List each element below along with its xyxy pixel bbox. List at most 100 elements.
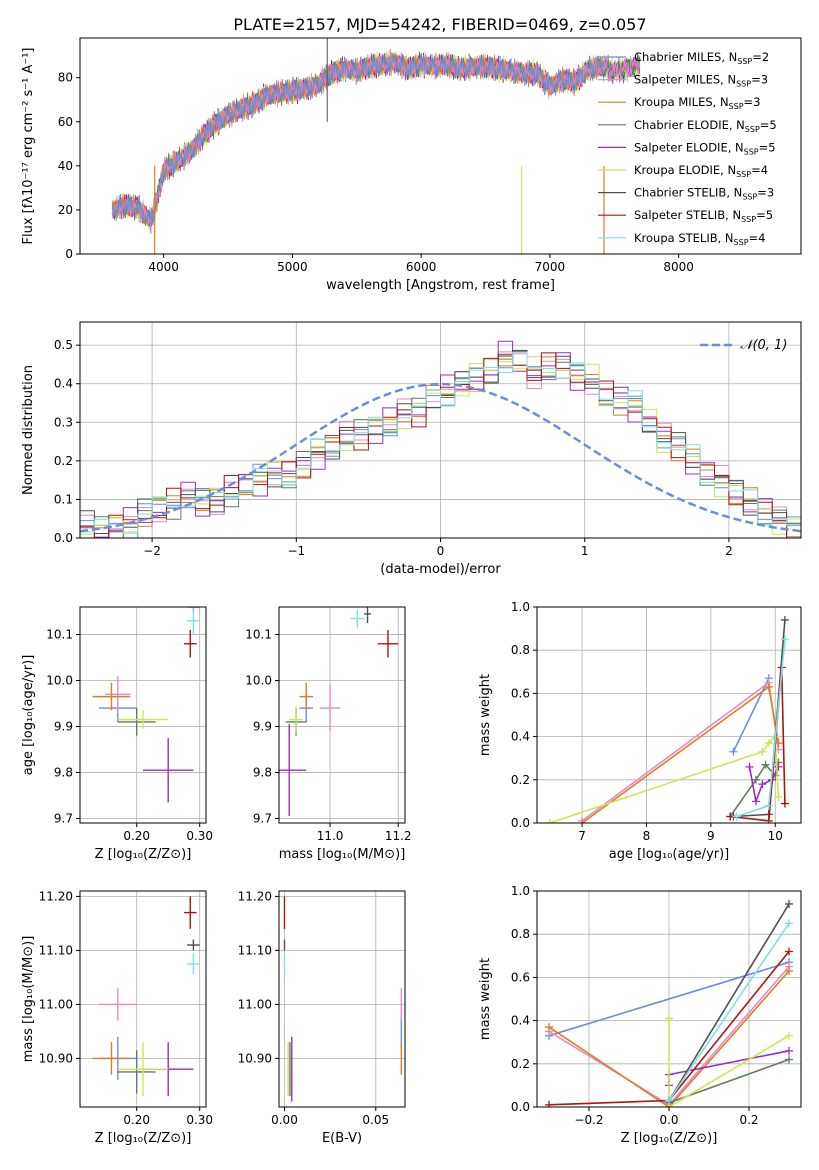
y-tick-label: 0.2 <box>511 773 530 787</box>
axes-frame <box>278 606 406 824</box>
x-tick-label: 11.0 <box>317 829 344 843</box>
legend-entry: Kroupa ELODIE, NSSP=4 <box>634 163 768 179</box>
x-tick-label: −1 <box>287 544 305 558</box>
y-tick-label: 11.20 <box>238 889 272 903</box>
x-tick-label: 0.30 <box>186 829 213 843</box>
x-tick-label: 1 <box>581 544 589 558</box>
axes-frame <box>536 890 802 1108</box>
y-tick-label: 0.3 <box>54 415 73 429</box>
y-tick-label: 80 <box>58 71 73 85</box>
weight-point-marker <box>665 1014 673 1023</box>
y-tick-label: 11.10 <box>238 943 272 957</box>
weight-point-marker <box>785 1055 793 1064</box>
errorbar-salpeter-miles <box>319 685 341 732</box>
spectrum-plot-area <box>111 38 641 254</box>
weight-point-marker <box>545 819 554 823</box>
y-tick-label: 10.90 <box>238 1051 272 1065</box>
y-tick-label: 0.8 <box>511 643 530 657</box>
normal-curve <box>80 382 801 533</box>
y-tick-label: 0.0 <box>54 531 73 545</box>
x-tick-label: 8000 <box>663 260 694 274</box>
weight-point-marker <box>780 799 789 808</box>
x-tick-label: 7 <box>578 829 586 843</box>
x-tick-label: 0.20 <box>123 1113 150 1127</box>
legend-entry: Salpeter MILES, NSSP=3 <box>634 73 768 89</box>
y-tick-label: 9.9 <box>253 719 272 733</box>
y-tick-label: 11.20 <box>39 889 73 903</box>
axes-frame <box>278 890 406 1108</box>
x-axis-label: Z [log₁₀(Z/Z⊙)] <box>95 847 192 862</box>
weight-line-chabrier-stelib <box>668 903 790 1101</box>
x-tick-label: 4000 <box>148 260 179 274</box>
errorbar-salpeter-miles <box>105 675 131 713</box>
weight-line-chabrier-miles <box>732 677 770 753</box>
y-tick-label: 0.0 <box>511 816 530 830</box>
errorbar-chabrier-stelib <box>187 939 200 951</box>
errorbar-salpeter-stelib <box>183 629 197 658</box>
x-tick-label: 0.2 <box>739 1113 758 1127</box>
y-tick-label: 0.4 <box>54 377 73 391</box>
weight-line-kroupa-elodie <box>668 1018 790 1107</box>
x-tick-label: 0 <box>437 544 445 558</box>
weight-point-marker <box>785 947 793 956</box>
weight-line-kroupa-stelib <box>668 922 790 1101</box>
mass_vs_Z-plot-area <box>92 896 200 1097</box>
weight_vs_Z-plot-area <box>545 899 793 1107</box>
y-tick-label: 0.4 <box>511 730 530 744</box>
y-tick-label: 11.00 <box>39 997 73 1011</box>
age_vs_mass-plot-area <box>279 607 399 817</box>
errorbar-salpeter-stelib <box>377 629 399 658</box>
y-tick-label: 10.1 <box>46 628 73 642</box>
spectrum-legend: Chabrier MILES, NSSP=2 Salpeter MILES, NS… <box>598 50 777 247</box>
legend-entry: Chabrier MILES, NSSP=2 <box>634 50 769 66</box>
figure-title: PLATE=2157, MJD=54242, FIBERID=0469, z=0… <box>233 15 646 34</box>
weight-point-marker <box>785 966 793 975</box>
weight-line-salpeter-elodie <box>668 1050 790 1086</box>
weight-point-marker <box>751 797 760 806</box>
weight_vs_age-panel: 7 8 9 10 0.0 0.2 0.4 0.6 0.8 1.0 age [log₁₀(age/yr… <box>478 600 802 862</box>
residuals-plot-area <box>80 340 801 538</box>
axes-frame <box>79 606 207 824</box>
errorbar-kroupa-miles <box>92 1042 131 1075</box>
spectrum-panel: 4000 5000 6000 7000 8000 0 20 40 60 80 wavelength … <box>21 37 802 293</box>
mass_vs_ebv-plot-area <box>283 896 403 1102</box>
errorbar-salpeter-elodie <box>279 724 307 817</box>
errorbar-kroupa-stelib <box>187 953 200 975</box>
x-tick-label: 5000 <box>277 260 308 274</box>
errorbar-kroupa-elodie <box>117 1042 169 1097</box>
weight-point-marker <box>578 819 587 823</box>
y-tick-label: 10.90 <box>39 1051 73 1065</box>
axes-frame <box>536 606 802 824</box>
weight_vs_age-plot-area <box>545 615 789 823</box>
legend-entry: Chabrier STELIB, NSSP=3 <box>634 186 774 202</box>
errorbar-salpeter-stelib <box>183 896 197 929</box>
normal-legend-label: 𝒩(0, 1) <box>740 338 787 353</box>
errorbar-kroupa-miles <box>92 682 131 711</box>
legend-entry: Chabrier ELODIE, NSSP=5 <box>634 118 777 134</box>
y-tick-label: 0.2 <box>511 1057 530 1071</box>
legend-entry: Kroupa MILES, NSSP=3 <box>634 95 760 111</box>
y-tick-label: 20 <box>58 203 73 217</box>
axes-frame <box>79 890 207 1108</box>
y-tick-label: 0.8 <box>511 927 530 941</box>
x-tick-label: 0.00 <box>271 1113 298 1127</box>
y-axis-label: Normed distribution <box>21 365 36 495</box>
y-tick-label: 9.7 <box>253 811 272 825</box>
errorbar-kroupa-stelib <box>350 609 365 628</box>
mass_vs_Z-panel: 0.20 0.30 10.90 11.00 11.10 11.20 Z [log₁₀(Z/Z… <box>21 889 213 1146</box>
y-axis-label: mass [log₁₀(M/M⊙)] <box>21 936 36 1063</box>
y-tick-label: 0.0 <box>511 1100 530 1114</box>
y-tick-label: 0.2 <box>54 454 73 468</box>
x-axis-label: mass [log₁₀(M/M⊙)] <box>279 847 406 862</box>
axes-frame <box>79 37 802 255</box>
weight-line-chabrier-miles <box>548 961 790 1037</box>
weight-point-marker <box>665 1096 673 1105</box>
x-tick-label: 2 <box>725 544 733 558</box>
errorbar-kroupa-elodie <box>117 710 169 729</box>
legend-entry: Salpeter ELODIE, NSSP=5 <box>634 140 776 156</box>
weight-point-marker <box>764 739 773 748</box>
x-tick-label: 6000 <box>406 260 437 274</box>
y-tick-label: 10.0 <box>46 674 73 688</box>
legend-entry: Kroupa STELIB, NSSP=4 <box>634 231 765 247</box>
x-axis-label: age [log₁₀(age/yr)] <box>609 847 730 862</box>
